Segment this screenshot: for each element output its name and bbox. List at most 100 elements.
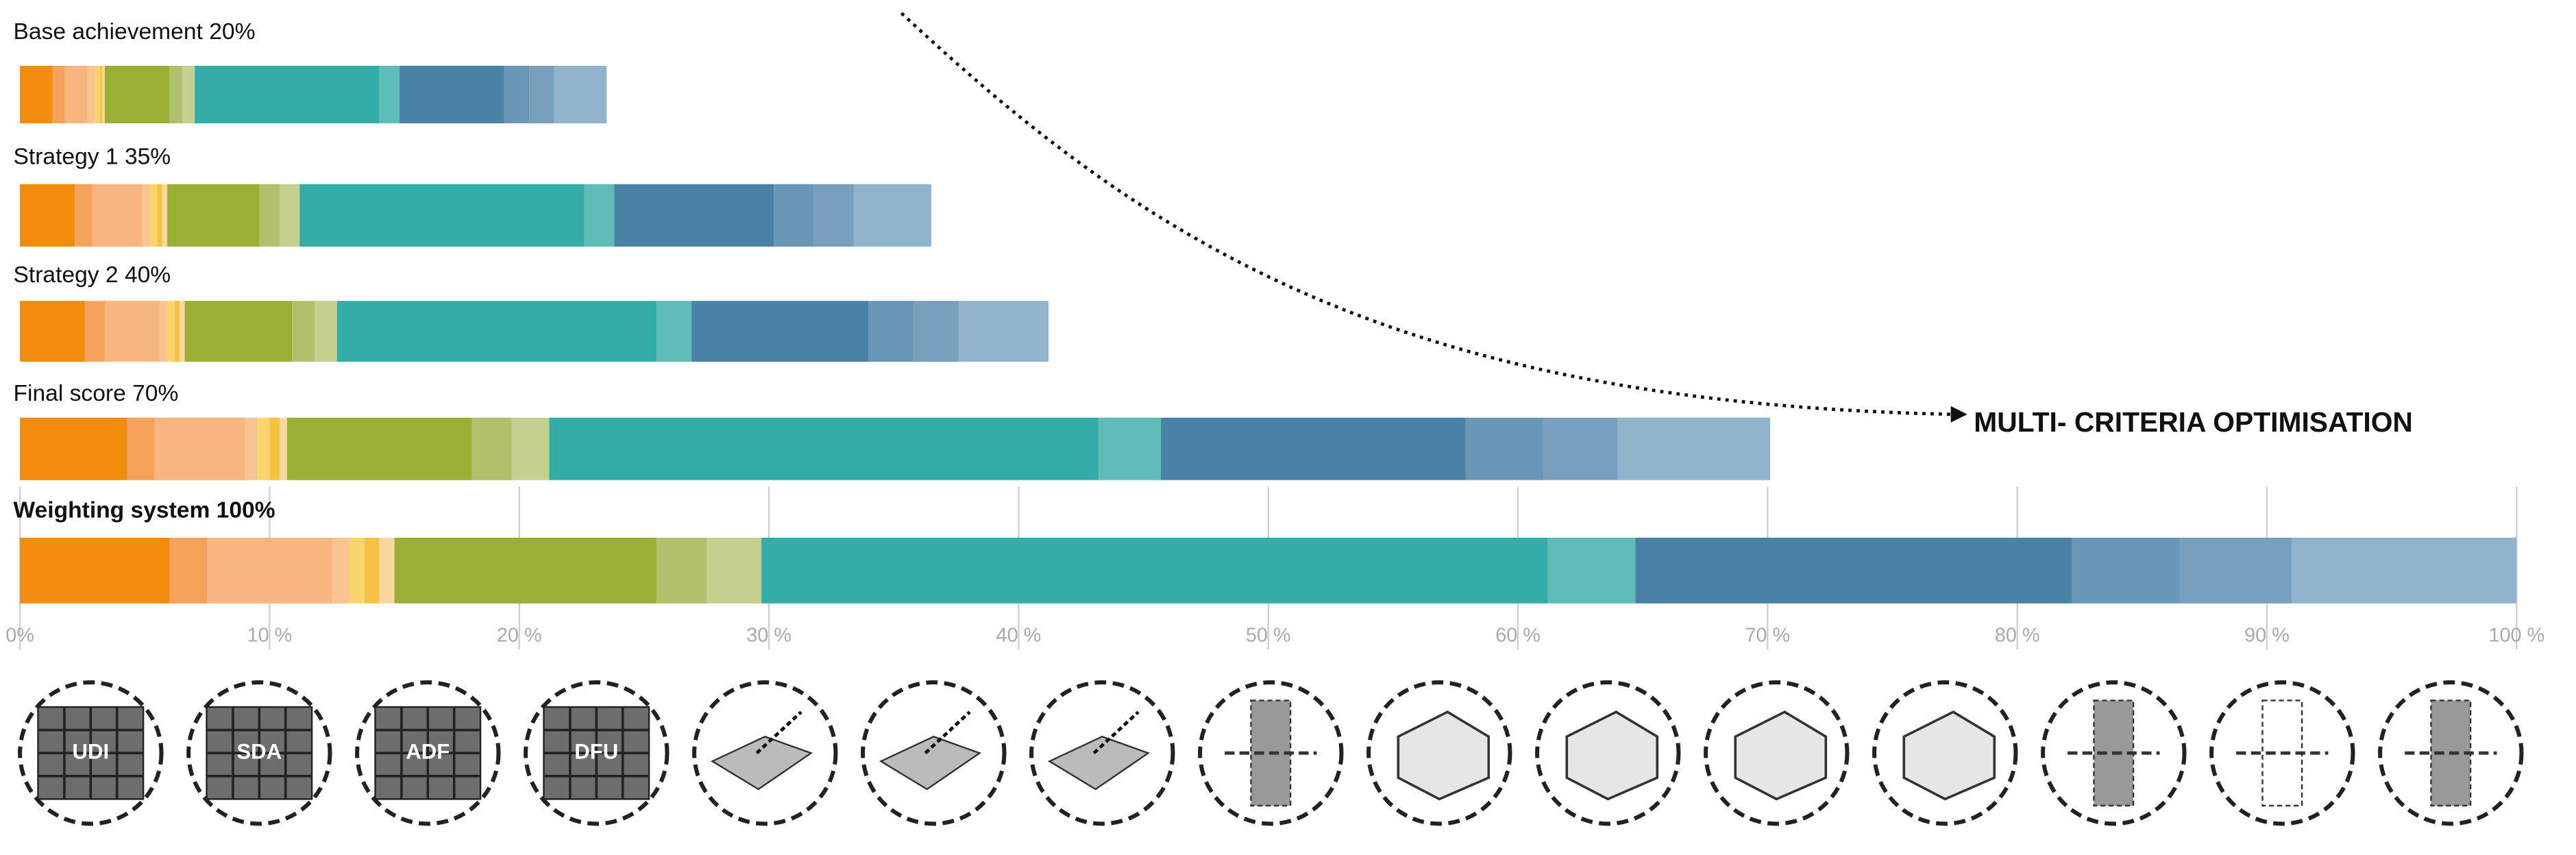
bar-segment [104, 301, 160, 362]
bar-segment [511, 417, 550, 480]
bar-segment [20, 66, 53, 123]
bar-segment [167, 301, 175, 362]
bar-segment [614, 184, 774, 247]
bar-segment [2179, 537, 2292, 604]
bar-segment [853, 184, 931, 247]
bar-segment [1617, 417, 1770, 480]
bar-label: Final score 70% [14, 381, 179, 406]
bar-segment [180, 301, 185, 362]
bar-segment [279, 417, 287, 480]
bar-segment [1465, 417, 1543, 480]
bar-segment [157, 184, 162, 247]
bar-segment [958, 301, 1049, 362]
icon-box [1902, 710, 1996, 801]
icon-arrow [755, 710, 802, 754]
bar-segment [207, 537, 332, 604]
bar-segment [657, 301, 692, 362]
bar-segment [149, 184, 158, 247]
bar-segment [2292, 537, 2517, 604]
bar-segment [529, 66, 554, 123]
bar-segment [706, 537, 762, 604]
bar-segment [182, 66, 195, 123]
bar-segment [169, 537, 208, 604]
icon-shape [710, 735, 813, 791]
bar-label: Base achievement 20% [14, 19, 256, 45]
icon-box [1565, 710, 1659, 801]
bar-segment [471, 417, 512, 480]
icon-label: DFU [574, 739, 618, 763]
bar-label: Strategy 1 35% [14, 144, 171, 169]
bar-segment [584, 184, 615, 247]
dotted-arrow [900, 12, 1954, 417]
bar-segment [52, 66, 65, 123]
x-tick-label: 90 % [2244, 624, 2290, 646]
bar-segment [92, 184, 143, 247]
bar-segment [394, 537, 657, 604]
bar-segment [1098, 417, 1162, 480]
bar-segment [184, 301, 293, 362]
bar-segment [1635, 537, 2072, 604]
bar-segment [286, 417, 472, 480]
bar-segment [259, 184, 280, 247]
x-tick-label: 20 % [497, 624, 542, 646]
bar-segment [269, 417, 280, 480]
bar-segment [314, 301, 337, 362]
x-tick-label: 100 % [2488, 624, 2544, 646]
bar-segment [142, 184, 150, 247]
icon-box [1397, 710, 1491, 801]
bar-segment [349, 537, 365, 604]
icon-label: SDA [236, 739, 282, 763]
bar-segment [1543, 417, 1618, 480]
bar-segment [95, 66, 100, 123]
bar-segment [549, 417, 1099, 480]
bar-segment [554, 66, 607, 123]
bar-segment [364, 537, 380, 604]
icons: UDI SDA ADF DFU [18, 680, 2524, 826]
bar-segment [244, 417, 258, 480]
x-tick-label: 10 % [247, 624, 293, 646]
annotation: MULTI- CRITERIA OPTIMISATION [1974, 406, 2413, 438]
bar-segment [279, 184, 300, 247]
bar-segment [167, 184, 260, 247]
bar-segment [379, 66, 400, 123]
bar-segment [299, 184, 585, 247]
icon-label: UDI [72, 739, 109, 763]
icon-arrow [924, 710, 971, 754]
bar-segment [761, 537, 1548, 604]
bar-segment [160, 301, 168, 362]
bar-segment [332, 537, 350, 604]
x-tick-label: 80 % [1995, 624, 2040, 646]
bar-segment [154, 417, 245, 480]
bar-segment [162, 184, 168, 247]
x-tick-label: 50 % [1246, 624, 1291, 646]
bar-segment [913, 301, 959, 362]
icon-shape [1047, 735, 1151, 791]
bar-label: Weighting system 100% [14, 497, 275, 523]
icon-label: ADF [406, 739, 450, 763]
bar-segment [102, 66, 105, 123]
bar-segment [379, 537, 395, 604]
x-tick-label: 70 % [1745, 624, 1791, 646]
x-tick-label: 0% [5, 624, 34, 646]
bar-segment [20, 537, 170, 604]
x-tick-label: 30 % [746, 624, 792, 646]
bar-segment [1547, 537, 1636, 604]
bar-segment [169, 66, 182, 123]
arrow-head [1950, 406, 1967, 423]
bar-segment [127, 417, 155, 480]
bar-segment [195, 66, 380, 123]
bar-segment [257, 417, 270, 480]
bar-segment [20, 184, 75, 247]
x-tick-label: 40 % [996, 624, 1042, 646]
bar-segment [75, 184, 93, 247]
bar-segment [336, 301, 657, 362]
bar-segment [174, 301, 180, 362]
bar-segment [774, 184, 814, 247]
bar-segment [87, 66, 95, 123]
bar-segment [99, 66, 103, 123]
bar-segment [20, 301, 85, 362]
icon-box [1734, 710, 1828, 801]
bar-segment [399, 66, 504, 123]
bar-segment [64, 66, 88, 123]
